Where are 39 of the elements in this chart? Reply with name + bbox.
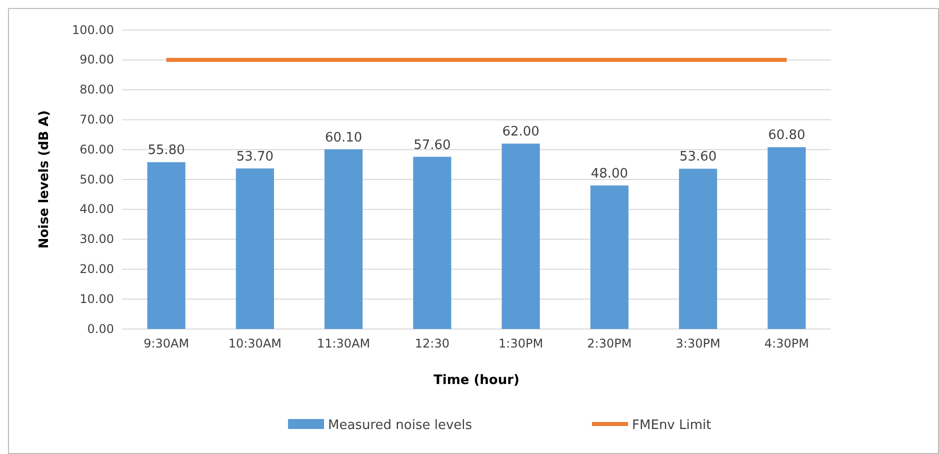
bar bbox=[679, 168, 718, 329]
bar bbox=[502, 144, 540, 329]
data-label: 60.80 bbox=[768, 128, 806, 144]
y-tick-label: 100.00 bbox=[72, 22, 114, 37]
bar bbox=[590, 185, 628, 329]
y-tick-label: 20.00 bbox=[80, 262, 114, 276]
bar bbox=[413, 156, 452, 329]
x-tick-label: 1:30PM bbox=[498, 336, 544, 351]
y-tick-label: 90.00 bbox=[80, 52, 114, 67]
bar bbox=[236, 168, 274, 329]
data-label: 53.70 bbox=[236, 149, 274, 164]
y-tick-label: 60.00 bbox=[80, 142, 114, 156]
y-tick-label: 40.00 bbox=[80, 202, 114, 216]
y-tick-label: 50.00 bbox=[80, 172, 114, 186]
bar bbox=[324, 149, 363, 329]
y-tick-label: 0.00 bbox=[87, 322, 114, 336]
data-label: 53.60 bbox=[679, 150, 717, 165]
bar bbox=[147, 162, 186, 329]
data-label: 55.80 bbox=[148, 143, 185, 158]
y-tick-label: 30.00 bbox=[80, 232, 114, 246]
data-label: 62.00 bbox=[502, 124, 540, 140]
y-tick-label: 70.00 bbox=[80, 112, 114, 127]
data-label: 60.10 bbox=[324, 130, 362, 146]
x-tick-label: 10:30AM bbox=[228, 336, 282, 351]
x-tick-label: 3:30PM bbox=[676, 336, 720, 351]
x-tick-label: 12:30 bbox=[414, 336, 450, 351]
y-axis-title: Noise levels (dB A) bbox=[37, 110, 52, 249]
legend-label: Measured noise levels bbox=[328, 418, 472, 433]
x-tick-label: 4:30PM bbox=[764, 336, 809, 351]
x-axis-title: Time (hour) bbox=[434, 373, 520, 388]
x-tick-label: 9:30AM bbox=[144, 336, 190, 351]
x-tick-label: 11:30AM bbox=[316, 336, 370, 351]
data-label: 57.60 bbox=[414, 138, 451, 153]
legend-label: FMEnv Limit bbox=[632, 418, 712, 433]
y-tick-label: 10.00 bbox=[80, 292, 114, 306]
data-label: 48.00 bbox=[590, 166, 628, 182]
bar bbox=[768, 147, 806, 329]
y-tick-label: 80.00 bbox=[80, 82, 114, 97]
x-tick-label: 2:30PM bbox=[587, 336, 632, 351]
